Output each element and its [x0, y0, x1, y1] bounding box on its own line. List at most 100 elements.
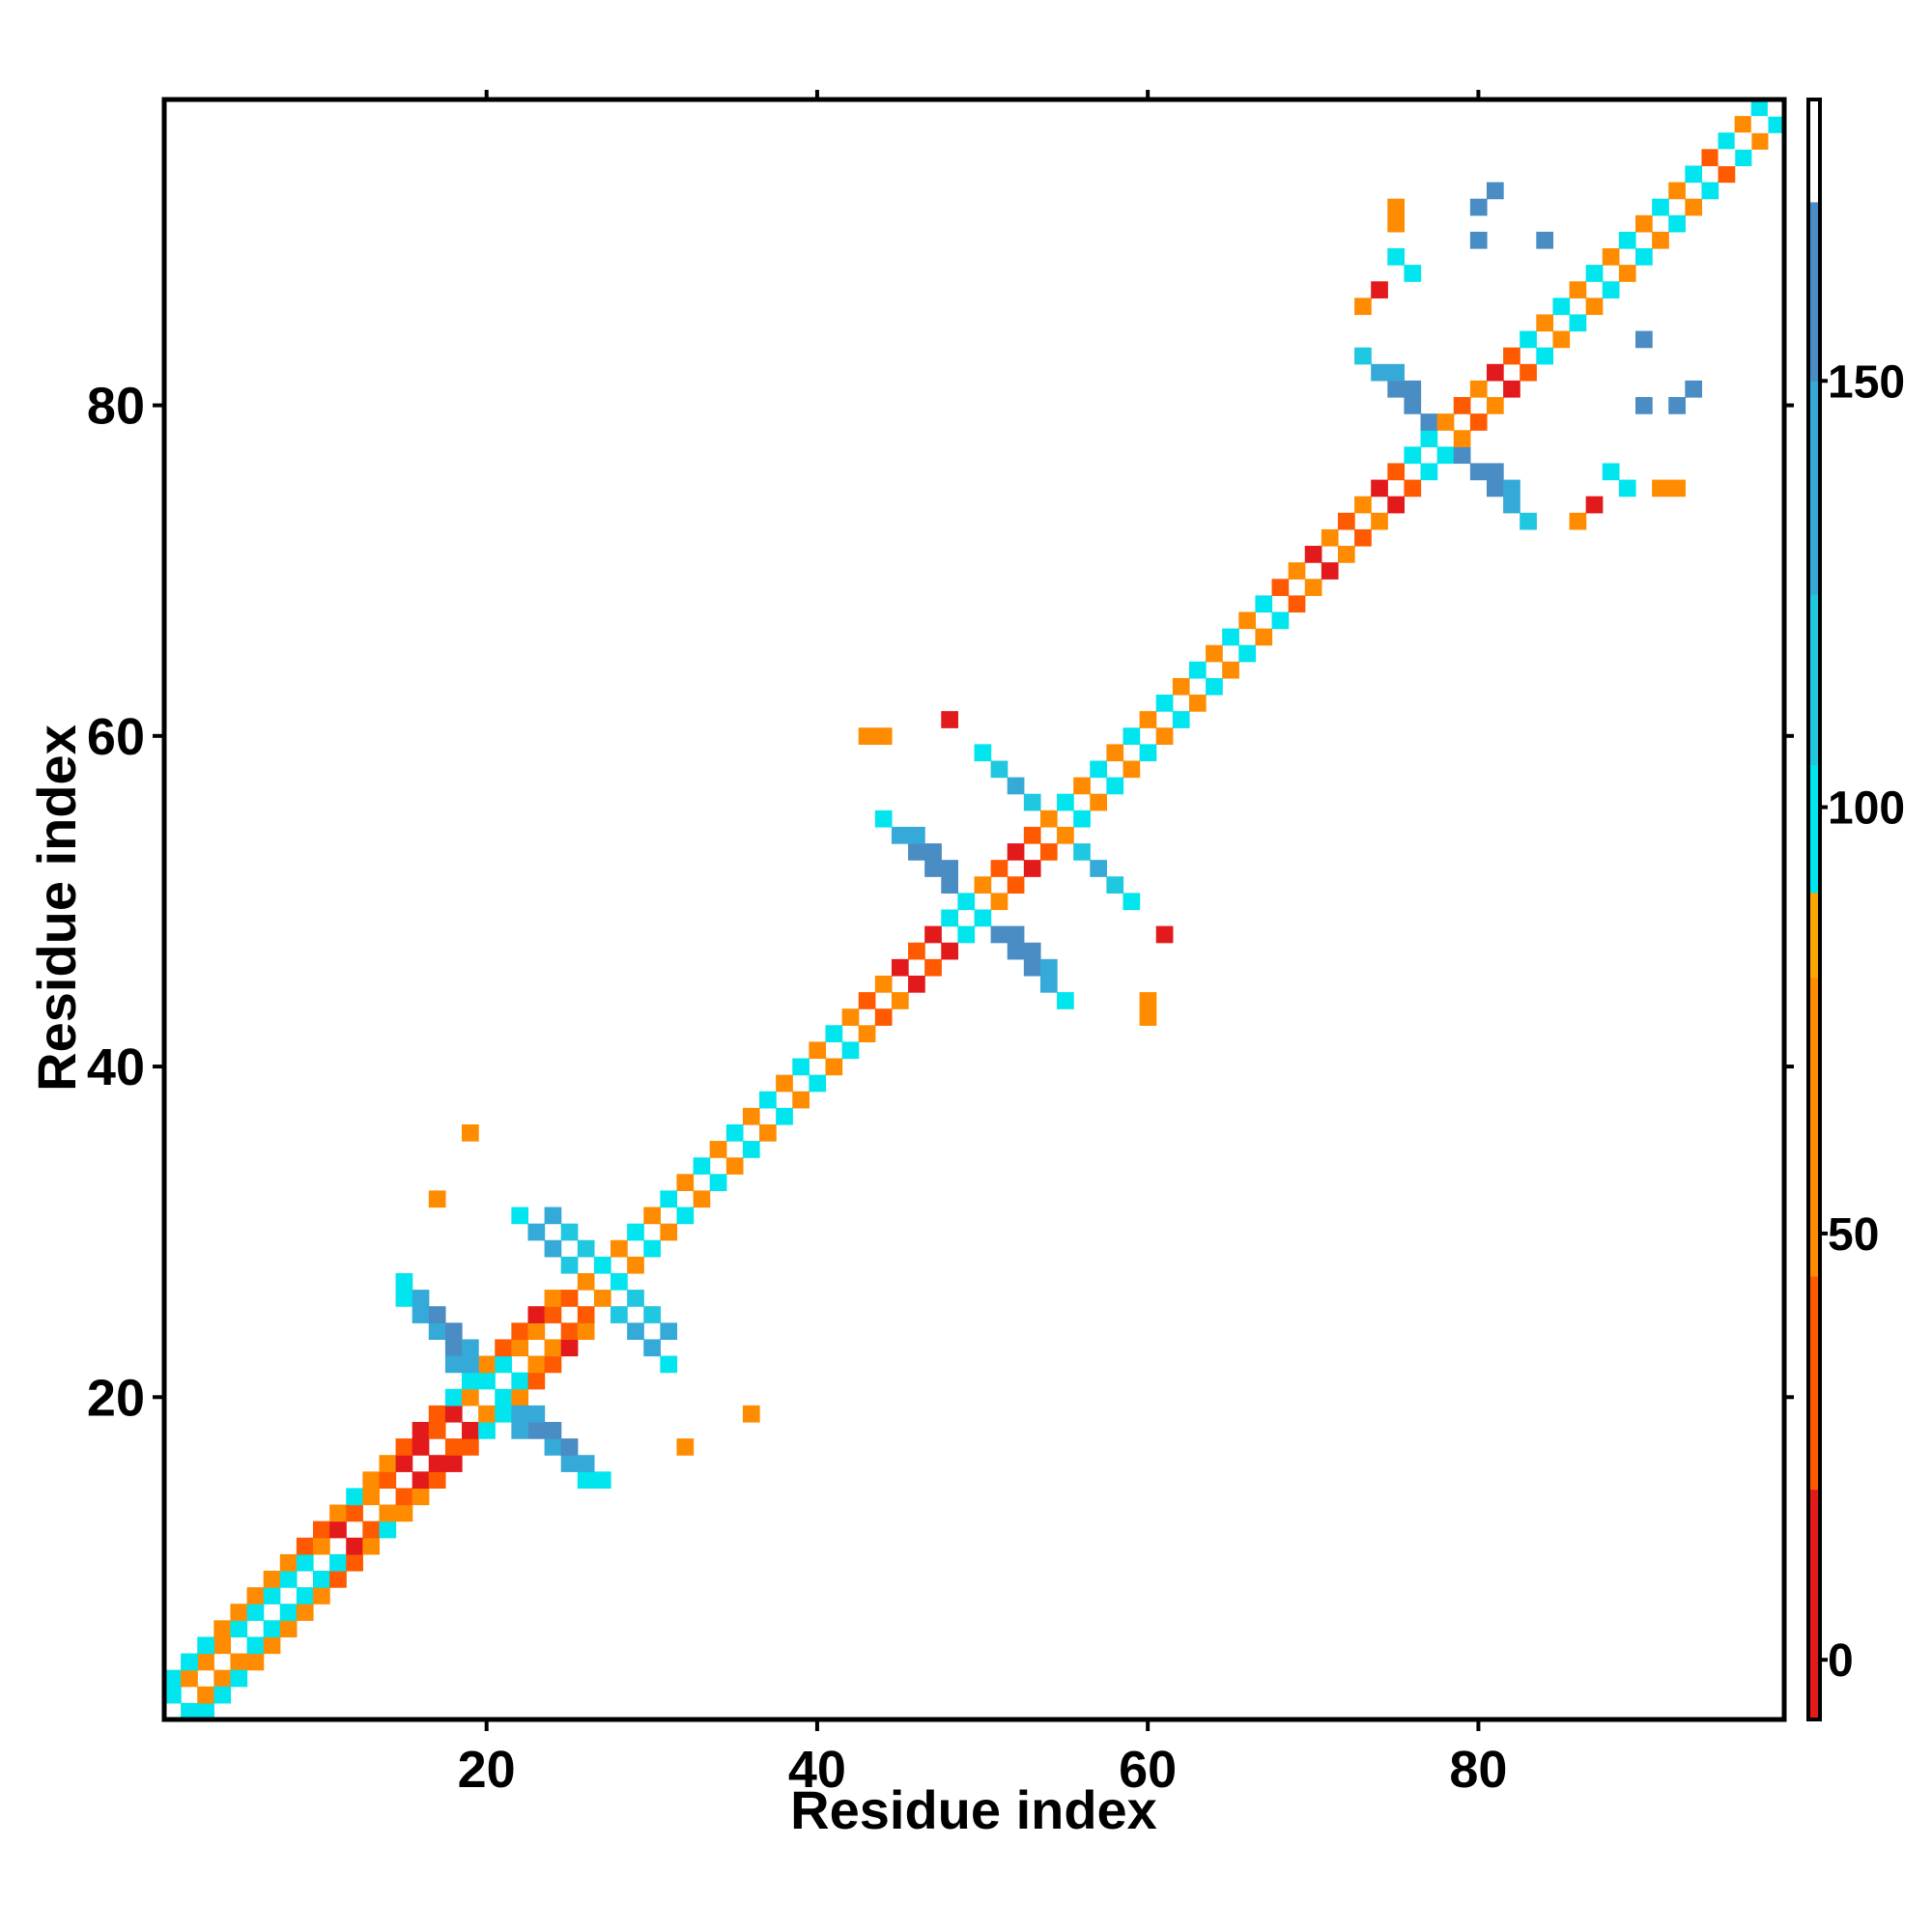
colorbar-band [1808, 201, 1820, 382]
heatmap-cell [1255, 628, 1273, 646]
heatmap-cell [1520, 363, 1537, 382]
heatmap-cell [478, 1372, 496, 1390]
heatmap-cell [1569, 314, 1587, 332]
heatmap-cell [792, 1058, 810, 1076]
heatmap-cell [1750, 99, 1769, 117]
heatmap-cell [230, 1620, 248, 1638]
x-tick-label: 60 [1119, 1741, 1177, 1799]
y-tick-label: 20 [87, 1369, 145, 1427]
heatmap-cell [1668, 214, 1686, 233]
heatmap-cell [527, 1223, 546, 1241]
heatmap-cell [1685, 165, 1703, 184]
heatmap-cell [1106, 744, 1124, 762]
heatmap-cell [1155, 925, 1174, 944]
heatmap-cell [395, 1504, 413, 1522]
x-tick-label: 80 [1449, 1741, 1507, 1799]
heatmap-cell [263, 1570, 281, 1588]
heatmap-cell [841, 1041, 860, 1060]
heatmap-cell [1255, 595, 1273, 613]
heatmap-cell [362, 1520, 381, 1539]
heatmap-cell [1172, 711, 1190, 728]
heatmap-cell [1222, 661, 1239, 679]
heatmap-cell [676, 1207, 695, 1225]
heatmap-cell [1536, 347, 1554, 365]
heatmap-cell [544, 1306, 562, 1323]
heatmap-cell [1750, 132, 1769, 150]
heatmap-cell [1767, 99, 1785, 117]
heatmap-cell [974, 744, 992, 762]
heatmap-cell [511, 1339, 529, 1357]
heatmap-cell [825, 1058, 843, 1076]
heatmap-cell [1387, 363, 1406, 382]
heatmap-cell [1718, 165, 1736, 184]
heatmap-cell [1206, 644, 1223, 663]
heatmap-cell [611, 1239, 628, 1258]
heatmap-cell [329, 1520, 347, 1539]
heatmap-cell [990, 860, 1009, 877]
heatmap-cell [1701, 149, 1719, 167]
heatmap-cell [1486, 463, 1504, 481]
heatmap-cell [611, 1306, 628, 1323]
heatmap-cell [1552, 330, 1571, 349]
heatmap-cell [246, 1653, 265, 1671]
heatmap-cell [709, 1141, 727, 1158]
heatmap-cell [329, 1570, 347, 1588]
heatmap-cell [1469, 231, 1488, 249]
heatmap-cell [544, 1290, 562, 1307]
heatmap-cell [1618, 265, 1636, 282]
heatmap-cell [197, 1653, 214, 1671]
heatmap-cell [1354, 528, 1372, 547]
heatmap-cell [428, 1421, 446, 1439]
heatmap-cell [379, 1504, 397, 1522]
heatmap-cell [379, 1520, 397, 1539]
heatmap-cell [462, 1421, 479, 1439]
heatmap-cell [874, 810, 893, 828]
heatmap-cell [1404, 479, 1422, 497]
heatmap-cell [296, 1537, 314, 1555]
heatmap-cell [725, 1123, 744, 1142]
heatmap-cell [395, 1272, 413, 1291]
heatmap-cell [1552, 298, 1571, 316]
heatmap-cell [362, 1471, 381, 1490]
heatmap-cell [1685, 198, 1703, 216]
heatmap-cell [313, 1537, 330, 1555]
heatmap-cell [263, 1636, 281, 1655]
heatmap-cell [213, 1636, 232, 1655]
heatmap-cell [908, 942, 925, 960]
heatmap-cell [1453, 430, 1471, 447]
heatmap-cell [1486, 479, 1504, 497]
heatmap-cell [527, 1306, 546, 1323]
heatmap-cell [1337, 546, 1355, 563]
heatmap-cell [462, 1438, 479, 1456]
heatmap-cell [1023, 942, 1041, 960]
heatmap-cell [1073, 810, 1091, 828]
heatmap-cell [544, 1339, 562, 1357]
heatmap-cell [1139, 992, 1157, 1009]
heatmap-cell [1238, 644, 1257, 663]
heatmap-cell [1354, 496, 1372, 514]
heatmap-cell [544, 1438, 562, 1456]
heatmap-cell [1387, 214, 1406, 233]
heatmap-cell [544, 1239, 562, 1258]
heatmap-cell [395, 1290, 413, 1307]
heatmap-cell [412, 1290, 430, 1307]
heatmap-cell [213, 1686, 232, 1704]
heatmap-cell [974, 909, 992, 927]
heatmap-cell [197, 1669, 214, 1688]
heatmap-cell [1387, 496, 1406, 514]
heatmap-cell [957, 925, 976, 944]
heatmap-cell [1188, 695, 1207, 712]
heatmap-cell [246, 1604, 265, 1621]
heatmap-cell [511, 1322, 529, 1341]
heatmap-cell [197, 1636, 214, 1655]
heatmap-cell [444, 1355, 463, 1374]
heatmap-cell [1536, 314, 1554, 332]
heatmap-cell [428, 1405, 446, 1423]
colorbar-tick-label: 150 [1828, 356, 1905, 408]
heatmap-cell [1486, 182, 1504, 200]
heatmap-cell [444, 1322, 463, 1341]
heatmap-cell [776, 1074, 793, 1093]
heatmap-cell [941, 711, 958, 728]
